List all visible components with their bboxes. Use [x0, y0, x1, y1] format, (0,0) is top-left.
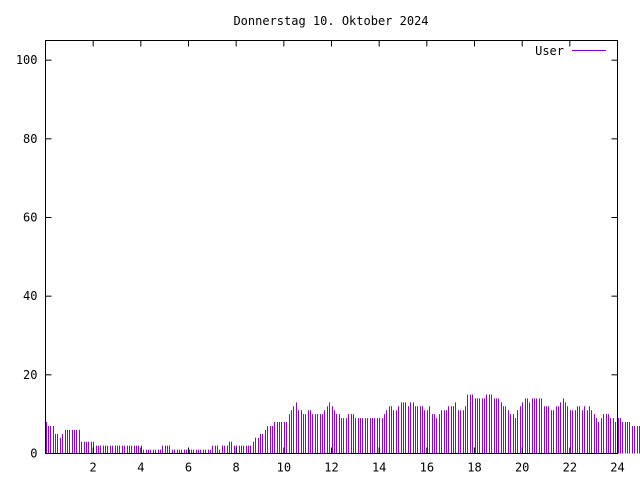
- y-tick-label: 80: [23, 132, 37, 146]
- plot-frame: [45, 40, 618, 454]
- y-tick-label: 20: [23, 368, 37, 382]
- x-tick-label: 8: [233, 461, 240, 475]
- x-tick-label: 20: [515, 461, 529, 475]
- x-tick-label: 6: [185, 461, 192, 475]
- x-tick-label: 24: [610, 461, 624, 475]
- x-tick-label: 16: [420, 461, 434, 475]
- legend: User: [535, 44, 606, 58]
- x-tick-label: 10: [277, 461, 291, 475]
- x-tick-label: 4: [137, 461, 144, 475]
- y-tick-label: 0: [30, 447, 37, 461]
- series-bars: [46, 394, 640, 454]
- legend-label-user: User: [535, 44, 564, 58]
- x-tick-label: 22: [563, 461, 577, 475]
- y-tick-label: 60: [23, 211, 37, 225]
- x-tick-label: 12: [324, 461, 338, 475]
- y-tick-label: 40: [23, 289, 37, 303]
- x-tick-label: 14: [372, 461, 386, 475]
- x-tick-label: 18: [467, 461, 481, 475]
- y-tick-label: 100: [16, 53, 38, 67]
- x-tick-label: 2: [90, 461, 97, 475]
- chart-title: Donnerstag 10. Oktober 2024: [233, 14, 428, 28]
